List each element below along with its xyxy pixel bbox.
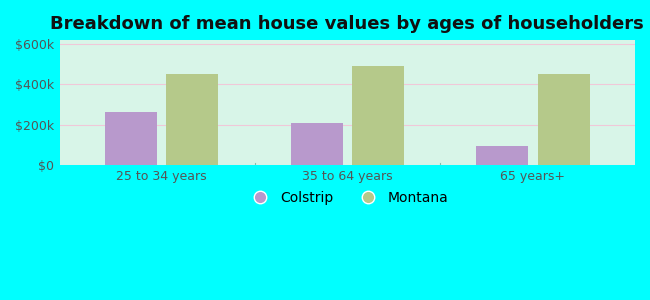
Bar bbox=[166, 74, 218, 165]
Bar bbox=[476, 146, 528, 165]
Bar bbox=[352, 66, 404, 165]
Title: Breakdown of mean house values by ages of householders: Breakdown of mean house values by ages o… bbox=[51, 15, 644, 33]
Bar bbox=[291, 123, 343, 165]
Bar bbox=[105, 112, 157, 165]
Bar bbox=[538, 74, 590, 165]
Legend: Colstrip, Montana: Colstrip, Montana bbox=[241, 185, 454, 210]
